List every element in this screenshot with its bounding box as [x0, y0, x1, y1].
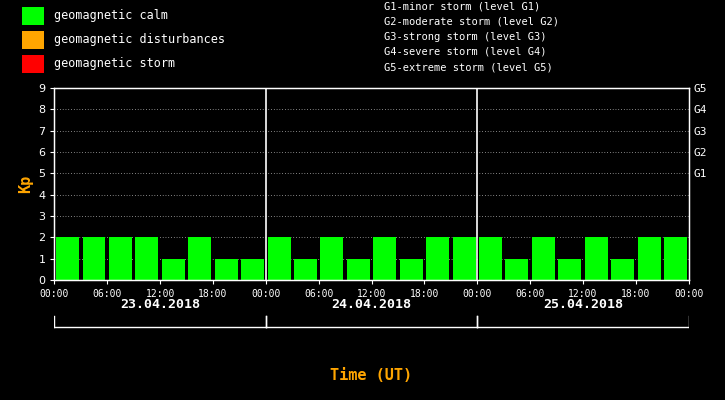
Text: G3-strong storm (level G3): G3-strong storm (level G3): [384, 32, 547, 42]
Text: 24.04.2018: 24.04.2018: [331, 298, 412, 311]
Bar: [162, 259, 185, 280]
Bar: [347, 259, 370, 280]
Bar: [241, 259, 264, 280]
Bar: [558, 259, 581, 280]
Bar: [83, 237, 105, 280]
Bar: [638, 237, 660, 280]
Text: G4-severe storm (level G4): G4-severe storm (level G4): [384, 47, 547, 57]
Bar: [268, 237, 291, 280]
Text: 25.04.2018: 25.04.2018: [543, 298, 623, 311]
Bar: [188, 237, 211, 280]
Bar: [373, 237, 397, 280]
Text: geomagnetic storm: geomagnetic storm: [54, 58, 175, 70]
Text: G1-minor storm (level G1): G1-minor storm (level G1): [384, 1, 541, 11]
Bar: [664, 237, 687, 280]
Bar: [320, 237, 344, 280]
Text: geomagnetic disturbances: geomagnetic disturbances: [54, 34, 225, 46]
Bar: [215, 259, 238, 280]
Bar: [399, 259, 423, 280]
Bar: [585, 237, 608, 280]
Bar: [479, 237, 502, 280]
Bar: [136, 237, 158, 280]
Bar: [294, 259, 317, 280]
Bar: [611, 259, 634, 280]
Text: Time (UT): Time (UT): [331, 368, 413, 384]
Text: G2-moderate storm (level G2): G2-moderate storm (level G2): [384, 17, 559, 26]
Text: 23.04.2018: 23.04.2018: [120, 298, 200, 311]
FancyBboxPatch shape: [22, 7, 44, 25]
Bar: [532, 237, 555, 280]
Bar: [505, 259, 529, 280]
Bar: [109, 237, 132, 280]
Text: G5-extreme storm (level G5): G5-extreme storm (level G5): [384, 62, 553, 72]
Bar: [452, 237, 476, 280]
Y-axis label: Kp: Kp: [17, 175, 33, 193]
FancyBboxPatch shape: [22, 31, 44, 49]
Bar: [56, 237, 79, 280]
Text: geomagnetic calm: geomagnetic calm: [54, 10, 168, 22]
FancyBboxPatch shape: [22, 55, 44, 73]
Bar: [426, 237, 449, 280]
